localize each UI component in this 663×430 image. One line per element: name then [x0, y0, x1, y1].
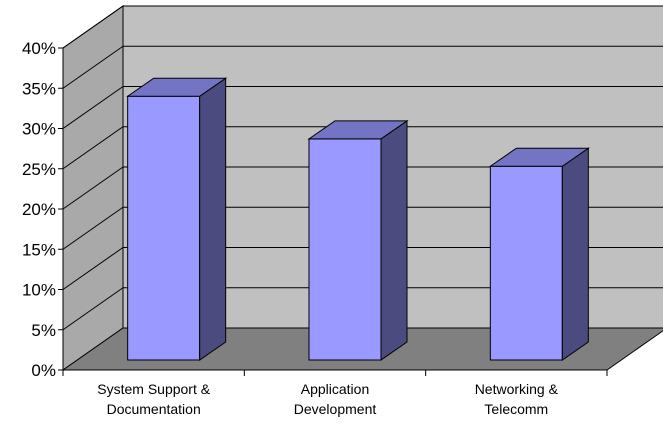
bar-front [127, 95, 201, 361]
x-category-label: System Support & [97, 381, 210, 397]
y-tick-label: 5% [31, 321, 56, 340]
gridline-side [62, 45, 124, 89]
bar [307, 119, 409, 361]
x-category-label: Networking & [475, 381, 559, 397]
bar-top [126, 77, 228, 97]
y-tick-label: 30% [22, 120, 56, 139]
x-category-label: Application [301, 381, 370, 397]
x-category-label: Telecomm [484, 401, 548, 417]
bar [488, 147, 590, 361]
x-category-labels: System Support & Documentation Application… [97, 381, 558, 417]
y-tick-labels: 0% 5% 10% 15% 20% 25% 30% 35% 40% [22, 39, 56, 380]
gridline-side [62, 287, 124, 331]
bar-side [199, 77, 227, 361]
bar-front [308, 138, 382, 361]
y-tick-label: 35% [22, 79, 56, 98]
gridline-side [62, 247, 124, 290]
bar-side [380, 119, 408, 361]
y-tick-label: 15% [22, 240, 56, 259]
y-tick-label: 0% [31, 361, 56, 380]
y-tick-label: 10% [22, 281, 56, 300]
y-tick-label: 40% [22, 39, 56, 58]
bar-top [307, 120, 409, 140]
gridline-side [62, 86, 124, 129]
gridline-side [62, 166, 124, 210]
bar [126, 77, 228, 361]
bar-front [489, 165, 563, 361]
bar-top [488, 147, 590, 167]
x-category-label: Development [294, 401, 377, 417]
y-tick-label: 25% [22, 160, 56, 179]
gridline-side [62, 206, 124, 250]
gridline-side [62, 126, 124, 170]
y-tick-label: 20% [22, 200, 56, 219]
axes [58, 47, 608, 376]
bars [126, 77, 590, 361]
x-category-label: Documentation [107, 401, 201, 417]
bar-side [561, 147, 589, 361]
gridline-side [62, 5, 124, 49]
